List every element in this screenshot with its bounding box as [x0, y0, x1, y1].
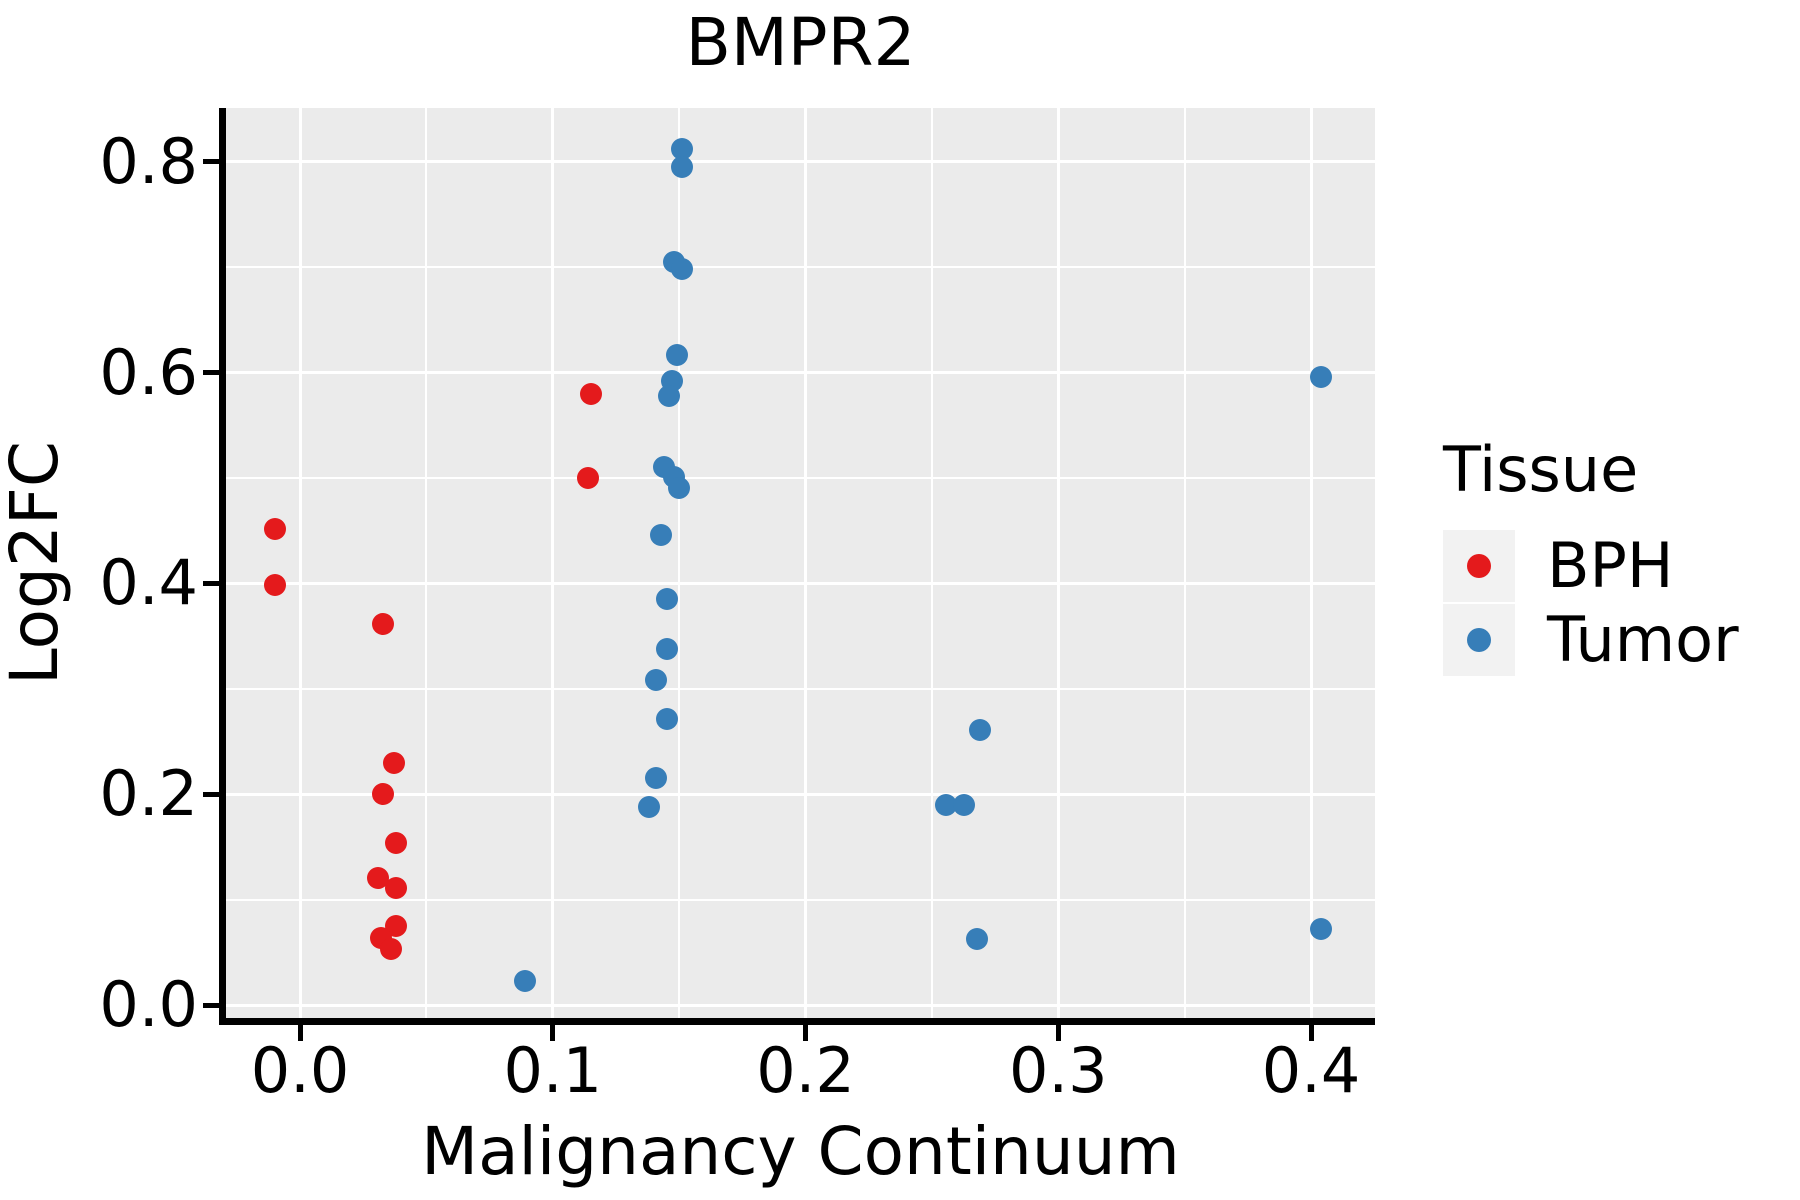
data-point-bph — [382, 751, 405, 774]
data-point-tumor — [668, 476, 691, 499]
legend-entry-bph: BPH — [1443, 530, 1783, 602]
data-point-tumor — [952, 793, 975, 816]
legend-entry-tumor: Tumor — [1443, 604, 1783, 676]
data-point-tumor — [655, 637, 678, 660]
data-point-tumor — [968, 718, 991, 741]
y-tick-label: 0.8 — [99, 124, 198, 198]
data-point-tumor — [1310, 365, 1333, 388]
x-tick-label: 0.1 — [503, 1034, 603, 1107]
plot-panel — [226, 108, 1375, 1018]
x-minor-gridline — [425, 108, 428, 1018]
x-tick-label: 0.2 — [756, 1034, 855, 1107]
y-axis-tick — [203, 159, 219, 165]
y-tick-label: 0.2 — [99, 757, 198, 831]
legend-entries: BPH Tumor — [1443, 530, 1783, 676]
y-tick-label: 0.4 — [99, 546, 198, 620]
data-point-bph — [372, 783, 395, 806]
data-point-tumor — [670, 156, 693, 179]
y-axis-tick — [203, 370, 219, 376]
data-point-bph — [385, 914, 408, 937]
y-minor-gridline — [226, 266, 1375, 269]
data-point-tumor — [655, 708, 678, 731]
legend-dot-icon — [1467, 628, 1491, 652]
x-axis-tick — [297, 1025, 303, 1041]
y-major-gridline — [226, 792, 1375, 796]
x-major-gridline — [298, 108, 302, 1018]
x-major-gridline — [1056, 108, 1060, 1018]
x-axis-tick — [1308, 1025, 1314, 1041]
y-minor-gridline — [226, 687, 1375, 690]
x-major-gridline — [551, 108, 555, 1018]
y-major-gridline — [226, 371, 1375, 375]
y-tick-label: 0.0 — [99, 968, 198, 1042]
data-point-bph — [577, 467, 600, 490]
y-axis-tick — [203, 791, 219, 797]
data-point-tumor — [645, 767, 668, 790]
plot-title: BMPR2 — [685, 4, 916, 81]
data-point-bph — [372, 612, 395, 635]
data-point-bph — [263, 517, 286, 540]
x-minor-gridline — [930, 108, 933, 1018]
x-minor-gridline — [1183, 108, 1186, 1018]
data-point-bph — [579, 382, 602, 405]
legend: Tissue BPH Tumor — [1443, 430, 1783, 678]
data-point-tumor — [658, 384, 681, 407]
y-major-gridline — [226, 160, 1375, 164]
data-point-bph — [385, 877, 408, 900]
y-axis-title: Log2FC — [0, 441, 73, 685]
legend-label: Tumor — [1547, 603, 1739, 676]
x-axis-tick — [1055, 1025, 1061, 1041]
data-point-tumor — [637, 795, 660, 818]
data-point-bph — [263, 573, 286, 596]
x-tick-label: 0.3 — [1008, 1034, 1108, 1107]
x-tick-label: 0.4 — [1261, 1034, 1361, 1107]
y-minor-gridline — [226, 898, 1375, 901]
legend-title: Tissue — [1443, 433, 1639, 506]
y-axis-tick — [203, 580, 219, 586]
y-tick-label: 0.6 — [99, 335, 198, 409]
x-axis-tick — [803, 1025, 809, 1041]
x-axis-line — [219, 1018, 1375, 1025]
data-point-bph — [367, 866, 390, 889]
data-point-tumor — [650, 524, 673, 547]
y-major-gridline — [226, 581, 1375, 585]
data-point-tumor — [670, 258, 693, 281]
data-point-tumor — [670, 138, 693, 161]
x-major-gridline — [804, 108, 808, 1018]
legend-dot-icon — [1467, 554, 1491, 578]
data-point-tumor — [934, 793, 957, 816]
y-major-gridline — [226, 1003, 1375, 1007]
data-point-tumor — [1310, 918, 1333, 941]
x-tick-label: 0.0 — [250, 1034, 350, 1107]
x-axis-title: Malignancy Continuum — [421, 1113, 1180, 1190]
legend-label: BPH — [1547, 529, 1674, 602]
x-axis-tick — [550, 1025, 556, 1041]
y-minor-gridline — [226, 477, 1375, 480]
y-axis-line — [219, 108, 226, 1025]
data-point-tumor — [514, 969, 536, 992]
legend-key-swatch — [1443, 530, 1515, 602]
data-point-bph — [385, 831, 408, 854]
data-point-tumor — [645, 669, 668, 692]
x-minor-gridline — [678, 108, 681, 1018]
x-major-gridline — [1309, 108, 1313, 1018]
y-axis-tick — [203, 1002, 219, 1008]
data-point-tumor — [966, 927, 989, 950]
legend-key-swatch — [1443, 604, 1515, 676]
data-point-tumor — [665, 343, 688, 366]
data-point-bph — [380, 938, 403, 961]
data-point-tumor — [655, 588, 678, 611]
